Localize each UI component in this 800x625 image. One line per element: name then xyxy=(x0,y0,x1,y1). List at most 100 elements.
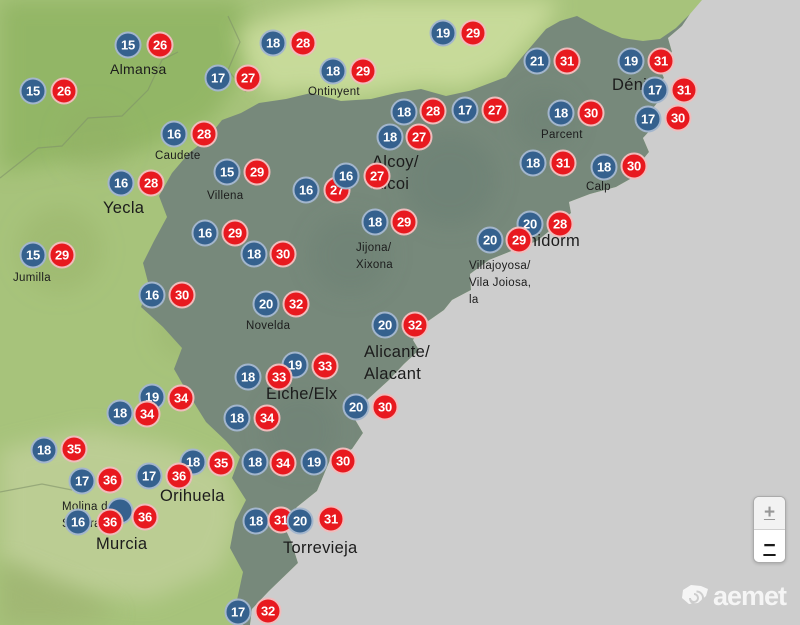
city-label: Novelda xyxy=(246,318,290,335)
temp-max-badge: 31 xyxy=(317,505,345,533)
temp-min-badge: 17 xyxy=(68,467,96,495)
city-label-line: Vila Joiosa, xyxy=(469,277,532,289)
temp-min-badge: 18 xyxy=(390,98,418,126)
temp-max-badge: 32 xyxy=(254,597,282,625)
temp-max-badge: 28 xyxy=(289,29,317,57)
temp-max-badge: 36 xyxy=(96,466,124,494)
temp-min-badge: 18 xyxy=(319,57,347,85)
city-label-line: Xixona xyxy=(356,259,393,271)
temp-min-badge: 15 xyxy=(213,158,241,186)
city-label-line: Alacant xyxy=(364,365,422,383)
temp-min-badge: 16 xyxy=(332,162,360,190)
city-label: Parcent xyxy=(541,127,583,144)
sea xyxy=(250,0,800,625)
city-label-line: Murcia xyxy=(96,535,148,553)
temp-max-badge: 29 xyxy=(459,19,487,47)
city-label: Yecla xyxy=(103,197,144,219)
temp-max-badge: 29 xyxy=(221,219,249,247)
temp-max-badge: 30 xyxy=(329,447,357,475)
city-label-line: Calp xyxy=(586,181,611,193)
temp-min-badge: 15 xyxy=(114,31,142,59)
temp-min-badge: 17 xyxy=(204,64,232,92)
temp-min-badge: 18 xyxy=(240,240,268,268)
city-label: Jumilla xyxy=(13,270,51,287)
city-label: Torrevieja xyxy=(283,537,358,559)
aemet-logo: aemet xyxy=(679,581,787,611)
city-label: Villena xyxy=(207,188,243,205)
temp-min-badge: 18 xyxy=(547,99,575,127)
temp-max-badge: 33 xyxy=(265,363,293,391)
city-label: Murcia xyxy=(96,533,147,555)
temp-max-badge: 35 xyxy=(207,449,235,477)
city-label: Jijona/Xixona xyxy=(356,240,393,274)
city-label: Ontinyent xyxy=(308,84,360,101)
temp-max-badge: 26 xyxy=(146,31,174,59)
temp-min-badge: 17 xyxy=(135,462,163,490)
zoom-control: + − xyxy=(753,496,786,563)
aemet-spiral-icon xyxy=(682,585,708,606)
city-label: Calp xyxy=(586,179,611,196)
temp-min-badge: 18 xyxy=(519,149,547,177)
temp-min-badge: 17 xyxy=(634,105,662,133)
zoom-in-button[interactable]: + xyxy=(754,497,785,530)
temp-min-badge: 21 xyxy=(523,47,551,75)
city-label-line: Alicante/ xyxy=(364,343,430,361)
city-label-line: Yecla xyxy=(103,199,145,217)
temp-max-badge: 36 xyxy=(131,503,159,531)
temp-max-badge: 30 xyxy=(371,393,399,421)
city-label: Villajoyosa/Vila Joiosa, la xyxy=(469,258,531,309)
temp-max-badge: 34 xyxy=(253,404,281,432)
temp-min-badge: 16 xyxy=(191,219,219,247)
temp-max-badge: 29 xyxy=(48,241,76,269)
city-label-line: Jumilla xyxy=(13,272,51,284)
temp-min-badge: 16 xyxy=(64,508,92,536)
temp-min-badge: 18 xyxy=(590,153,618,181)
temp-min-badge: 16 xyxy=(138,281,166,309)
temp-max-badge: 27 xyxy=(234,64,262,92)
temp-max-badge: 26 xyxy=(50,77,78,105)
temp-min-badge: 20 xyxy=(286,507,314,535)
city-label-line: Torrevieja xyxy=(283,539,358,557)
temp-min-badge: 19 xyxy=(300,448,328,476)
temp-max-badge: 27 xyxy=(363,162,391,190)
temp-min-badge: 15 xyxy=(19,77,47,105)
temp-min-badge: 16 xyxy=(160,120,188,148)
temp-max-badge: 31 xyxy=(549,149,577,177)
temp-min-badge: 16 xyxy=(292,176,320,204)
city-label-line: Caudete xyxy=(155,150,201,162)
temp-min-badge: 20 xyxy=(342,393,370,421)
temp-max-badge: 29 xyxy=(390,208,418,236)
temp-max-badge: 29 xyxy=(349,57,377,85)
temp-max-badge: 28 xyxy=(546,210,574,238)
zoom-out-button[interactable]: − xyxy=(754,530,785,562)
temp-max-badge: 34 xyxy=(167,384,195,412)
city-label-line: Villajoyosa/ xyxy=(469,260,531,272)
temp-max-badge: 34 xyxy=(133,400,161,428)
city-label-line: la xyxy=(469,294,479,306)
temp-min-badge: 19 xyxy=(429,19,457,47)
temp-min-badge: 19 xyxy=(617,47,645,75)
temp-max-badge: 36 xyxy=(96,508,124,536)
temp-min-badge: 17 xyxy=(641,76,669,104)
temp-max-badge: 30 xyxy=(664,104,692,132)
city-label: Almansa xyxy=(110,60,167,79)
city-label-line: Jijona/ xyxy=(356,242,392,254)
temp-min-badge: 15 xyxy=(19,241,47,269)
terrain-patch xyxy=(0,560,120,625)
temp-min-badge: 18 xyxy=(223,404,251,432)
temp-max-badge: 30 xyxy=(577,99,605,127)
temp-min-badge: 16 xyxy=(107,169,135,197)
temp-max-badge: 34 xyxy=(269,449,297,477)
city-label: Caudete xyxy=(155,148,201,165)
temp-max-badge: 31 xyxy=(670,76,698,104)
temp-min-badge: 18 xyxy=(361,208,389,236)
temp-max-badge: 29 xyxy=(243,158,271,186)
temp-min-badge: 17 xyxy=(451,96,479,124)
temp-min-badge: 18 xyxy=(241,448,269,476)
city-label-line: Orihuela xyxy=(160,487,225,505)
temp-max-badge: 31 xyxy=(647,47,675,75)
city-label-line: Ontinyent xyxy=(308,86,360,98)
temp-max-badge: 36 xyxy=(165,462,193,490)
